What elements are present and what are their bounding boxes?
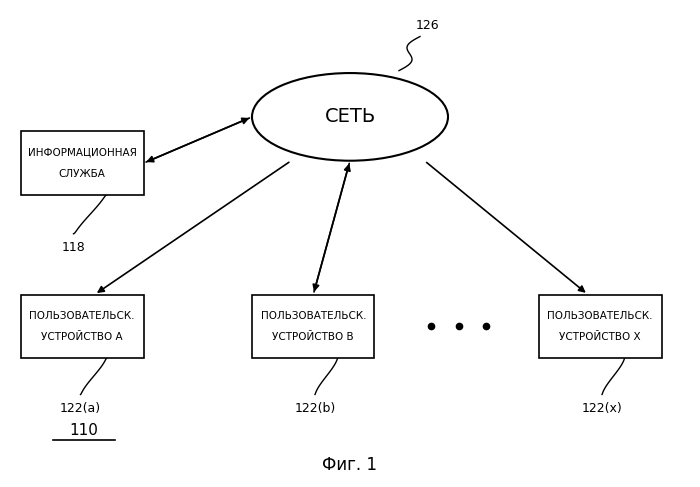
Text: 122(a): 122(a) [60,402,101,415]
Text: ПОЛЬЗОВАТЕЛЬСК.: ПОЛЬЗОВАТЕЛЬСК. [547,311,653,320]
Text: СЛУЖБА: СЛУЖБА [59,169,106,179]
Text: ИНФОРМАЦИОННАЯ: ИНФОРМАЦИОННАЯ [28,148,136,157]
Text: 110: 110 [69,424,99,438]
Text: 126: 126 [415,19,439,32]
Text: СЕТЬ: СЕТЬ [324,107,376,127]
Text: 122(x): 122(x) [582,402,622,415]
Ellipse shape [252,73,448,161]
FancyBboxPatch shape [21,295,144,358]
FancyBboxPatch shape [539,295,662,358]
Text: 122(b): 122(b) [295,402,335,415]
Text: УСТРОЙСТВО X: УСТРОЙСТВО X [559,332,641,342]
Text: УСТРОЙСТВО А: УСТРОЙСТВО А [41,332,123,342]
FancyBboxPatch shape [21,131,144,195]
Text: Фиг. 1: Фиг. 1 [323,456,377,474]
Text: ПОЛЬЗОВАТЕЛЬСК.: ПОЛЬЗОВАТЕЛЬСК. [29,311,135,320]
Text: ПОЛЬЗОВАТЕЛЬСК.: ПОЛЬЗОВАТЕЛЬСК. [260,311,366,320]
Text: 118: 118 [62,241,85,254]
Text: УСТРОЙСТВО В: УСТРОЙСТВО В [272,332,354,342]
FancyBboxPatch shape [252,295,374,358]
